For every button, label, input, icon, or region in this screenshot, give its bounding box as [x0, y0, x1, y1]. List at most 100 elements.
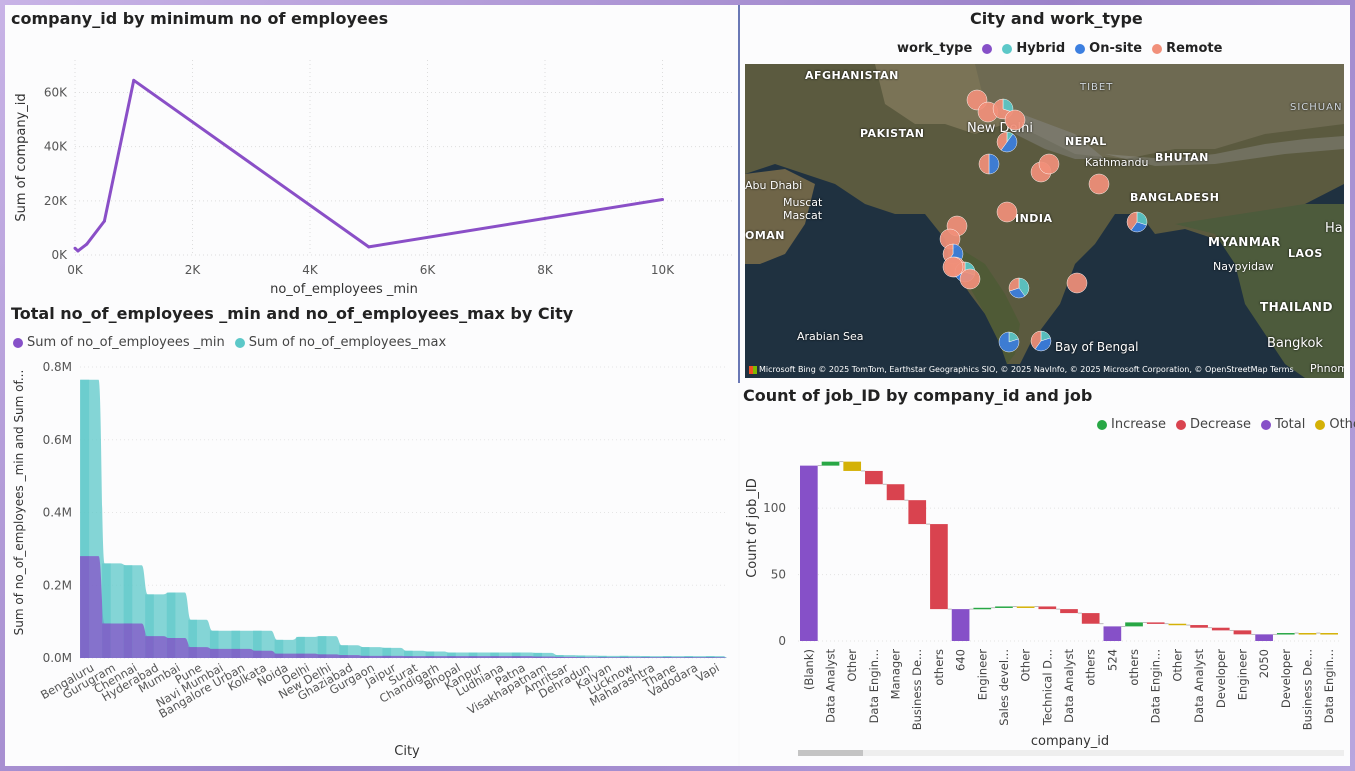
pie-slice: [996, 201, 1018, 223]
x-tick-label: Developer: [1214, 649, 1228, 708]
x-tick-label: Engineer: [1235, 649, 1249, 700]
y-axis-title: Count of job_ID: [745, 478, 760, 578]
legend-max-swatch: [234, 337, 245, 348]
map-legend-onsite[interactable]: On-site: [1075, 41, 1142, 56]
line-chart-panel[interactable]: company_id by minimum no of employees 0K…: [5, 5, 738, 300]
x-tick-label: Data Analyst: [1062, 649, 1076, 723]
label-bay-of-bengal: Bay of Bengal: [1055, 340, 1139, 354]
legend-other[interactable]: Other: [1315, 417, 1355, 432]
x-tick-label: Developer: [1279, 649, 1293, 708]
map-legend-title: work_type: [897, 41, 973, 56]
hybrid-swatch: [1002, 43, 1013, 54]
x-tick-label: Data Analyst: [824, 649, 838, 723]
legend-increase[interactable]: Increase: [1097, 417, 1166, 432]
legend-total[interactable]: Total: [1260, 417, 1305, 432]
bar-max: [80, 379, 90, 658]
legend-item-min[interactable]: Sum of no_of_employees _min: [13, 335, 225, 350]
map-legend-remote[interactable]: Remote: [1152, 41, 1222, 56]
bar-max: [425, 651, 435, 658]
bar-max: [231, 630, 241, 658]
waterfall-bar: [1233, 630, 1252, 635]
waterfall-bar: [973, 607, 992, 610]
x-tick-label: Engineer: [975, 649, 989, 700]
x-axis-title: company_id: [1031, 734, 1109, 749]
waterfall-panel[interactable]: Count of job_ID by company_id and job In…: [740, 383, 1355, 766]
legend-decrease[interactable]: Decrease: [1176, 417, 1251, 432]
waterfall-bar: [908, 500, 927, 525]
x-tick-label: 2050: [1257, 649, 1271, 678]
label-oman: OMAN: [745, 229, 786, 242]
waterfall-bar: [821, 461, 840, 466]
bar-max: [404, 650, 413, 658]
x-axis-title: no_of_employees _min: [270, 282, 418, 297]
bar-min: [404, 656, 413, 658]
waterfall-legend: Increase Decrease Total Other: [1097, 417, 1355, 432]
y-tick-label: 0.2M: [43, 578, 72, 592]
map-title: City and work_type: [970, 9, 1143, 28]
map-legend-title-swatch: [982, 43, 993, 54]
x-tick-label: 8K: [537, 263, 554, 277]
bar-min: [145, 636, 154, 658]
waterfall-chart[interactable]: 0 50 100 (Blank) Data Analyst Other Data Engin…: [740, 383, 1350, 766]
pie-slice: [1126, 211, 1138, 231]
pie-slice: [1004, 109, 1026, 131]
bar-min: [468, 656, 478, 658]
x-tick-label: Technical D...: [1040, 649, 1054, 726]
x-tick-label: 6K: [420, 263, 437, 277]
area-chart[interactable]: 0.0M0.2M0.4M0.6M0.8MBengaluruGurugramChe…: [5, 300, 738, 766]
bar-max: [382, 647, 392, 658]
total-swatch: [1260, 419, 1271, 430]
bar-min: [619, 657, 629, 658]
label-bangladesh: BANGLADESH: [1130, 191, 1220, 204]
label-pakistan: PAKISTAN: [860, 127, 925, 140]
label-arabian-sea: Arabian Sea: [797, 330, 864, 343]
area-series-max: [80, 379, 727, 658]
map-copyright[interactable]: © 2025 TomTom, Earthstar Geographics SIO…: [818, 365, 1294, 374]
waterfall-bar: [1320, 633, 1338, 635]
data-point: [132, 78, 136, 82]
legend-item-max[interactable]: Sum of no_of_employees_max: [234, 335, 446, 350]
bar-min: [576, 657, 586, 658]
hybrid-label: Hybrid: [1016, 41, 1066, 56]
y-tick-label: 50: [771, 568, 786, 582]
panel-divider: [738, 5, 740, 383]
remote-swatch: [1152, 43, 1163, 54]
label-bhutan: BHUTAN: [1155, 151, 1209, 164]
bar-max: [166, 592, 176, 658]
waterfall-bar: [1146, 622, 1165, 624]
bar-min: [554, 656, 564, 658]
data-point: [76, 249, 80, 253]
label-phnom: Phnom: [1310, 362, 1344, 375]
map-pie-markers[interactable]: [745, 64, 1344, 378]
waterfall-scrollbar[interactable]: [798, 750, 1344, 756]
legend-min-swatch: [13, 337, 23, 348]
bar-max: [274, 639, 284, 658]
increase-label: Increase: [1111, 417, 1167, 432]
bar-max: [662, 656, 672, 658]
x-tick-label: Business De...: [1300, 649, 1314, 730]
decrease-swatch: [1176, 419, 1187, 430]
pie-slice: [1000, 133, 1018, 153]
bar-max: [209, 630, 219, 658]
bing-logo-icon: [749, 365, 757, 374]
waterfall-bar: [1016, 606, 1035, 608]
map-attribution: Microsoft Bing © 2025 TomTom, Earthstar …: [745, 365, 1294, 374]
x-tick-label: others: [932, 649, 946, 686]
bar-max: [102, 563, 111, 658]
remote-label: Remote: [1166, 41, 1223, 56]
x-tick-label: Other: [1019, 649, 1033, 682]
y-tick-label: 0: [778, 634, 786, 648]
bing-label: Microsoft Bing: [759, 365, 816, 374]
map-canvas[interactable]: AFGHANISTAN PAKISTAN New Delhi NEPAL Kat…: [745, 64, 1344, 378]
pie-slice: [978, 153, 990, 175]
bar-min: [598, 657, 607, 658]
x-tick-label: Data Engin...: [1322, 649, 1336, 723]
bar-min: [123, 623, 133, 658]
bar-min: [360, 655, 370, 658]
line-chart[interactable]: 0K 20K 40K 60K 0K 2K 4K 6K 8K 10K no_of_employees …: [5, 5, 738, 300]
map-legend-hybrid[interactable]: Hybrid: [1002, 41, 1065, 56]
bar-max: [576, 655, 586, 658]
waterfall-bar: [1211, 627, 1230, 631]
waterfall-scroll-thumb[interactable]: [798, 750, 863, 756]
area-chart-panel[interactable]: Total no_of_employees _min and no_of_emp…: [5, 300, 738, 766]
